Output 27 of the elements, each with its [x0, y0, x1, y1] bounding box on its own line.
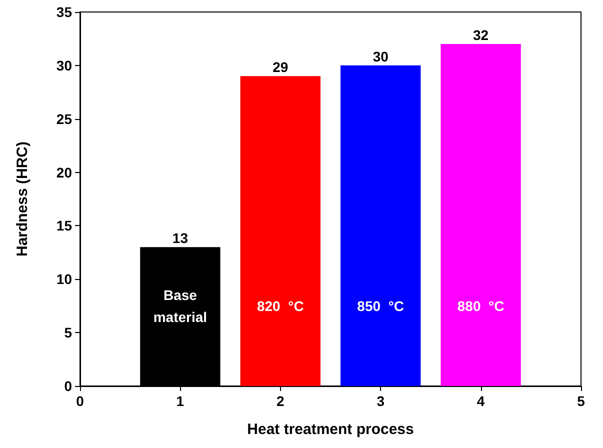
- x-tick-label: 5: [577, 393, 586, 409]
- x-tick-label: 3: [376, 393, 385, 409]
- annotation: Base material: [153, 287, 208, 325]
- y-tick-label: 15: [56, 218, 72, 234]
- y-tick-label: 5: [64, 324, 72, 341]
- data-label: 29: [272, 59, 288, 76]
- y-tick-label: 10: [56, 271, 72, 288]
- annotation: 850 °C: [357, 298, 404, 314]
- x-tick-label: 4: [476, 393, 485, 409]
- data-label: 13: [172, 230, 188, 246]
- data-label: 30: [372, 48, 389, 64]
- y-tick-label: 30: [56, 57, 72, 74]
- bar: [240, 76, 320, 386]
- y-axis-title: Hardness (HRC): [14, 141, 31, 257]
- y-tick-label: 20: [56, 164, 72, 180]
- y-tick-label: 35: [56, 4, 72, 20]
- bar: [440, 44, 521, 386]
- y-tick-label: 0: [64, 378, 72, 394]
- x-axis-title: Heat treatment process: [247, 421, 414, 438]
- x-tick-label: 2: [276, 393, 284, 409]
- data-label: 32: [473, 27, 489, 44]
- bar: [340, 65, 421, 386]
- x-tick-label: 0: [76, 393, 84, 409]
- y-tick-label: 25: [56, 110, 72, 127]
- annotation: 880 °C: [457, 298, 504, 314]
- annotation: 820 °C: [256, 298, 304, 314]
- x-tick-label: 1: [176, 393, 184, 409]
